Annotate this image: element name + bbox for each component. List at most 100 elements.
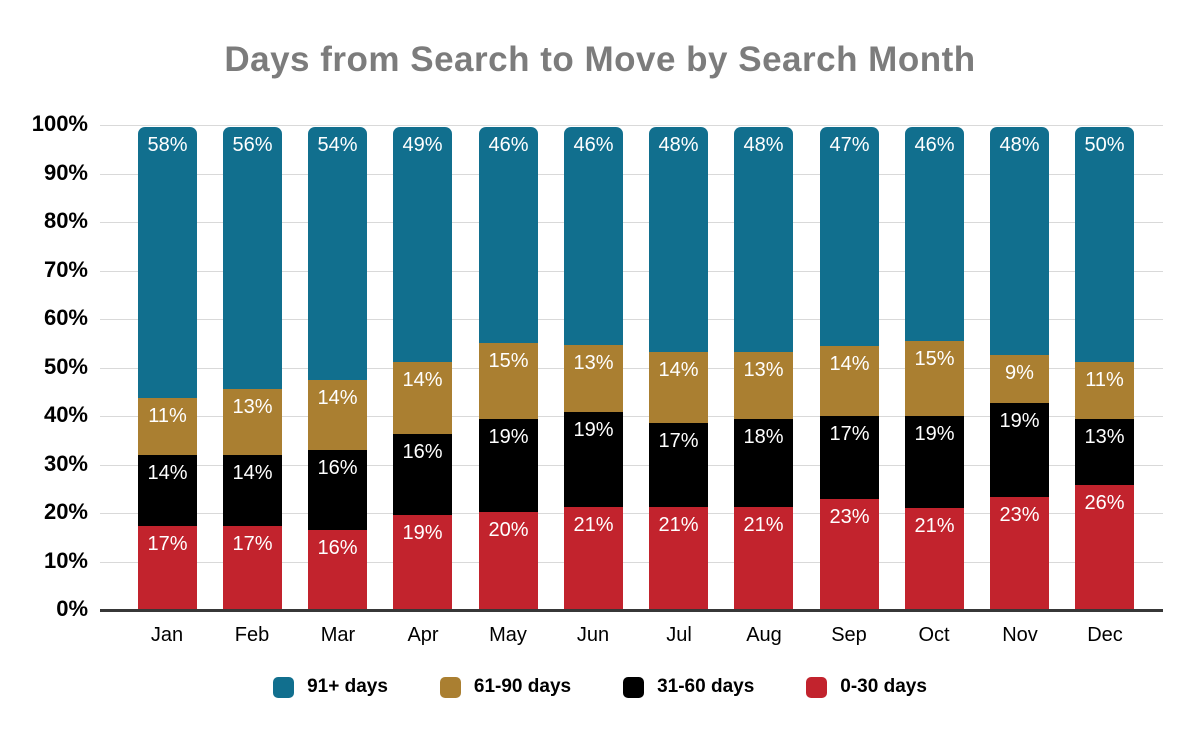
segment-value-label: 14% (317, 386, 358, 409)
segment-value-label: 48% (743, 134, 784, 156)
segment-value-label: 19% (999, 409, 1040, 432)
segment-value-label: 46% (573, 134, 614, 156)
segment-value-label: 14% (658, 359, 699, 382)
bar-segment-nov-31-60-days: 19% (990, 402, 1049, 498)
segment-value-label: 58% (147, 134, 188, 156)
segment-value-label: 17% (658, 430, 699, 453)
y-tick-label-20%: 20% (43, 499, 88, 524)
y-tick-label-100%: 100% (31, 111, 88, 136)
legend-swatch-icon (273, 676, 295, 698)
y-tick-label-50%: 50% (43, 353, 88, 379)
bar-segment-dec-0-30-days: 26% (1075, 484, 1134, 610)
segment-value-label: 11% (148, 404, 187, 427)
y-tick-label-80%: 80% (43, 208, 88, 233)
segment-value-label: 56% (232, 134, 273, 156)
gridline-90% (100, 173, 1163, 175)
segment-value-label: 15% (914, 348, 955, 371)
bar-segment-jan-61-90-days: 11% (138, 397, 197, 455)
x-tick-label-dec: Dec (1087, 624, 1123, 646)
segment-value-label: 50% (1084, 134, 1125, 156)
bar-jan: 58% 11% 14% 17% (138, 127, 197, 610)
x-tick-label-jun: Jun (576, 624, 610, 646)
legend-swatch-icon (439, 676, 461, 698)
segment-value-label: 19% (914, 422, 955, 445)
segment-value-label: 48% (999, 134, 1040, 156)
legend-label: 61-90 days (473, 676, 572, 697)
bar-segment-mar-61-90-days: 14% (308, 379, 367, 451)
legend-item-91+-days: 91+ days (273, 676, 388, 698)
y-tick-label-60%: 60% (43, 305, 88, 330)
bar-sep: 47% 14% 17% 23% (820, 127, 879, 610)
segment-value-label: 13% (573, 352, 614, 375)
segment-value-label: 14% (402, 368, 443, 391)
segment-value-label: 14% (829, 352, 870, 375)
bar-segment-nov-61-90-days: 9% (990, 354, 1049, 403)
y-tick-label-10%: 10% (43, 547, 88, 573)
x-tick-label-oct: Oct (918, 624, 950, 646)
gridline-60% (100, 319, 1163, 320)
segment-value-label: 18% (743, 425, 784, 448)
segment-value-label: 19% (402, 521, 443, 544)
y-tick-label-0%: 0% (56, 596, 88, 621)
bar-segment-apr-0-30-days: 19% (393, 514, 452, 610)
bar-segment-apr-61-90-days: 14% (393, 361, 452, 434)
segment-value-label: 26% (1084, 491, 1125, 514)
bar-segment-oct-91+-days: 46% (905, 127, 964, 342)
bar-segment-jul-0-30-days: 21% (649, 507, 708, 610)
gridline-30% (100, 464, 1163, 466)
bar-segment-jan-91+-days: 58% (138, 127, 197, 398)
bar-oct: 46% 15% 19% 21% (905, 127, 964, 610)
segment-value-label: 11% (1085, 368, 1124, 391)
bar-feb: 56% 13% 14% 17% (223, 127, 282, 610)
gridline-50% (100, 367, 1163, 369)
bar-segment-sep-61-90-days: 14% (820, 345, 879, 416)
segment-value-label: 17% (147, 532, 188, 555)
gridline-40% (100, 416, 1163, 417)
bar-segment-aug-31-60-days: 18% (734, 418, 793, 508)
bar-segment-oct-31-60-days: 19% (905, 415, 964, 509)
bar-jun: 46% 13% 19% 21% (564, 127, 623, 610)
segment-value-label: 46% (914, 134, 955, 156)
legend-label: 31-60 days (657, 676, 755, 697)
y-tick-label-40%: 40% (43, 402, 88, 427)
bar-segment-sep-31-60-days: 17% (820, 415, 879, 500)
bar-segment-jun-61-90-days: 13% (564, 345, 623, 413)
gridline-10% (100, 561, 1163, 563)
gridline-80% (100, 222, 1163, 223)
segment-value-label: 23% (829, 506, 870, 529)
bar-segment-jul-61-90-days: 14% (649, 352, 708, 424)
bar-segment-feb-0-30-days: 17% (223, 525, 282, 610)
bar-segment-nov-91+-days: 48% (990, 127, 1049, 355)
bar-segment-nov-0-30-days: 23% (990, 497, 1049, 610)
chart-title: Days from Search to Move by Search Month (224, 40, 976, 79)
segment-value-label: 48% (658, 134, 699, 156)
bar-aug: 48% 13% 18% 21% (734, 127, 793, 610)
legend-label: 91+ days (307, 676, 388, 697)
bar-mar: 54% 14% 16% 16% (308, 127, 367, 610)
bar-segment-oct-61-90-days: 15% (905, 341, 964, 416)
bar-segment-mar-0-30-days: 16% (308, 530, 367, 610)
bar-nov: 48% 9% 19% 23% (990, 127, 1049, 610)
bar-segment-may-0-30-days: 20% (479, 512, 538, 610)
bar-segment-jul-91+-days: 48% (649, 127, 708, 353)
bar-segment-mar-31-60-days: 16% (308, 450, 367, 531)
segment-value-label: 15% (488, 350, 529, 373)
segment-value-label: 54% (317, 134, 358, 156)
segment-value-label: 21% (743, 514, 784, 537)
bar-segment-aug-0-30-days: 21% (734, 507, 793, 610)
legend: 91+ days 61-90 days 31-60 days 0-30 days (0, 676, 1200, 698)
bar-jul: 48% 14% 17% 21% (649, 127, 708, 610)
segment-value-label: 47% (829, 134, 870, 156)
segment-value-label: 17% (232, 532, 273, 555)
segment-value-label: 14% (147, 461, 188, 484)
y-tick-label-90%: 90% (43, 159, 88, 185)
bar-segment-mar-91+-days: 54% (308, 127, 367, 380)
x-tick-label-mar: Mar (320, 624, 356, 646)
x-tick-label-jul: Jul (666, 624, 692, 646)
segment-value-label: 16% (402, 440, 443, 463)
x-axis-line (100, 609, 1163, 612)
legend-item-0-30-days: 0-30 days (806, 676, 927, 698)
x-tick-label-jan: Jan (150, 624, 184, 646)
plot-area: 58% 11% 14% 17% 56% 13% 14% 17% 54% 14% 16% 16% 49% 1… (100, 125, 1163, 612)
